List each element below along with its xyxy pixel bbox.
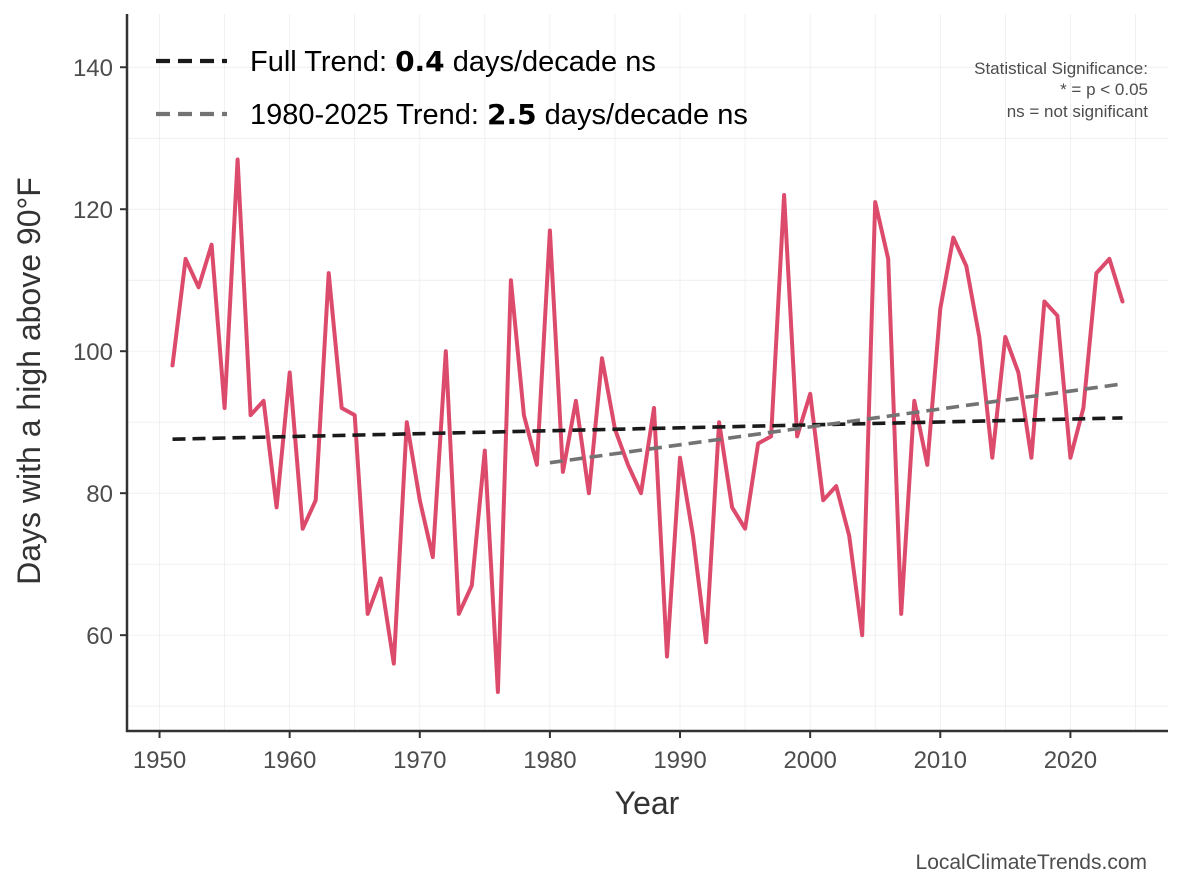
y-axis-title: Days with a high above 90°F (11, 177, 47, 585)
significance-note: Statistical Significance: * = p < 0.05 n… (974, 59, 1148, 121)
credit-text: LocalClimateTrends.com (916, 851, 1147, 874)
legend-label-suffix: days/decade ns (445, 46, 656, 78)
x-axis-title: Year (615, 785, 680, 821)
significance-ns-note: ns = not significant (1007, 102, 1149, 121)
legend-label-prefix: 1980-2025 Trend: (250, 99, 487, 131)
x-tick-label: 1980 (523, 747, 576, 774)
y-tick-label: 140 (73, 55, 113, 82)
legend: Full Trend: 0.4 days/decade ns1980-2025 … (156, 45, 748, 131)
y-tick-label: 100 (73, 339, 113, 366)
x-tick-label: 2000 (783, 747, 836, 774)
significance-title: Statistical Significance: (974, 59, 1148, 78)
trend-line-full (172, 416, 1123, 441)
ticks: 1950 1960 1970 1980 1990 2000 2010 2020 60 80 100 1… (73, 55, 1097, 774)
trend-line-1980-2025 (549, 382, 1123, 465)
x-tick-label: 1960 (263, 747, 316, 774)
legend-label: Full Trend: 0.4 days/decade ns (250, 45, 656, 78)
legend-label: 1980-2025 Trend: 2.5 days/decade ns (250, 98, 748, 131)
legend-label-prefix: Full Trend: (250, 46, 395, 78)
series-layer (170, 157, 1125, 694)
data-series-line (170, 157, 1125, 694)
x-tick-label: 1950 (133, 747, 186, 774)
x-tick-label: 1970 (393, 747, 446, 774)
legend-trend-value: 2.5 (487, 98, 537, 131)
y-tick-label: 80 (86, 481, 113, 508)
y-tick-label: 60 (86, 623, 113, 650)
gridlines (127, 14, 1168, 731)
significance-star-note: * = p < 0.05 (1060, 80, 1148, 99)
x-tick-label: 1990 (653, 747, 706, 774)
x-tick-label: 2010 (914, 747, 967, 774)
x-tick-label: 2020 (1044, 747, 1097, 774)
legend-trend-value: 0.4 (395, 45, 445, 78)
y-tick-label: 120 (73, 197, 113, 224)
axes (125, 14, 1168, 733)
legend-label-suffix: days/decade ns (537, 99, 748, 131)
